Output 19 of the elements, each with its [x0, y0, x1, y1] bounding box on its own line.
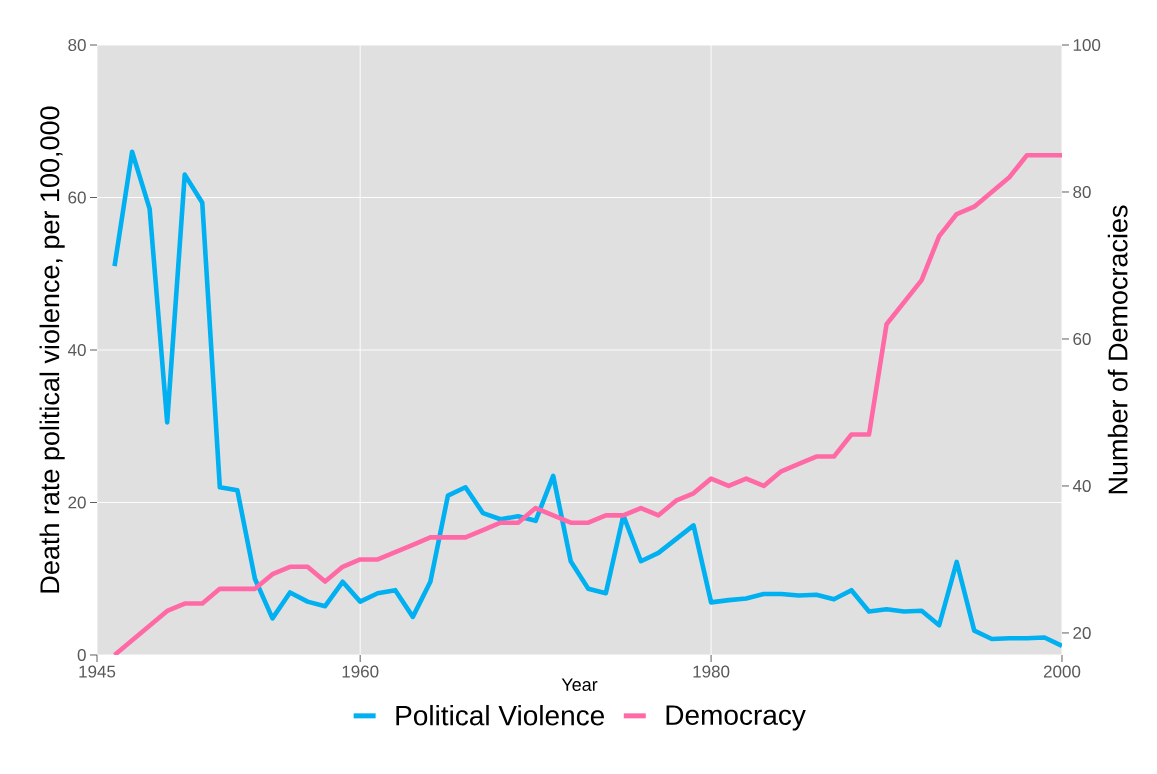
y2-tick-label: 80	[1073, 185, 1091, 199]
y-tick-label: 0	[77, 648, 86, 662]
legend-label: Political Violence	[396, 704, 604, 726]
x-axis-title: Year	[561, 678, 598, 691]
y2-tick-label: 60	[1073, 332, 1091, 345]
x-tick-label: 1980	[693, 665, 730, 678]
y2-tick-label: 100	[1073, 38, 1101, 52]
y2-axis-title: Number of Democracies	[1107, 205, 1128, 494]
y-tick-label: 60	[68, 191, 86, 204]
x-tick-label: 1960	[342, 665, 379, 678]
y-tick-label: 80	[68, 38, 86, 52]
x-tick-label: 2000	[1043, 665, 1081, 678]
y2-tick-label: 40	[1072, 479, 1091, 492]
y-tick-label: 20	[68, 496, 86, 509]
legend-label: Democracy	[666, 705, 806, 731]
x-tick-label: 1945	[79, 665, 116, 678]
y-axis-title: Death rate political violence, per 100,000	[39, 106, 65, 593]
y2-tick-label: 20	[1073, 626, 1091, 639]
y-tick-label: 40	[67, 343, 86, 357]
